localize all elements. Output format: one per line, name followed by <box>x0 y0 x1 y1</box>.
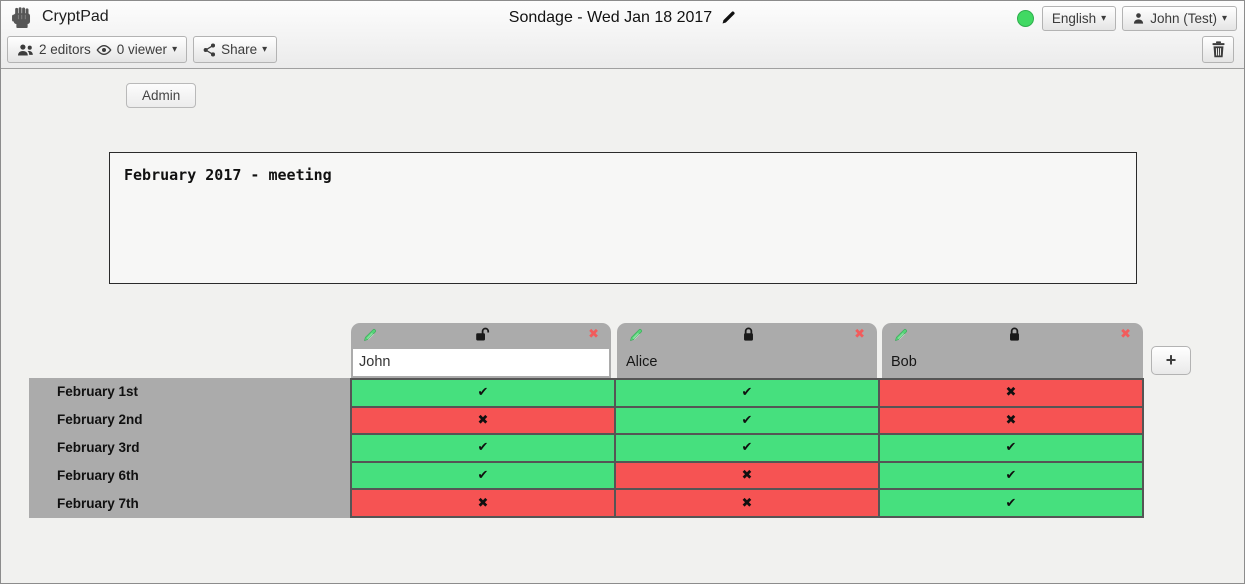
connection-status-indicator <box>1016 10 1034 27</box>
vote-cell[interactable]: ✖ <box>616 490 878 516</box>
poll-column-header-john: ✖ <box>351 323 611 378</box>
lock-icon[interactable] <box>1008 327 1021 342</box>
chevron-down-icon: ▾ <box>1221 13 1227 24</box>
delete-column-icon[interactable]: ✖ <box>854 327 865 342</box>
row-label: February 3rd <box>57 440 140 455</box>
vote-cell[interactable]: ✔ <box>880 435 1142 461</box>
vote-cell[interactable]: ✔ <box>352 462 614 489</box>
poll-description-input[interactable]: February 2017 - meeting <box>109 152 1137 284</box>
chevron-down-icon: ▾ <box>172 44 178 55</box>
vote-cell[interactable]: ✔ <box>616 435 878 461</box>
editors-viewers-dropdown[interactable]: 2 editors 0 viewer ▾ <box>7 36 188 63</box>
vote-cell[interactable]: ✖ <box>880 380 1142 406</box>
edit-column-icon[interactable] <box>629 328 643 342</box>
vote-cell[interactable]: ✖ <box>616 462 878 489</box>
share-icon <box>203 43 216 57</box>
trash-button[interactable] <box>1202 36 1234 63</box>
row-label: February 6th <box>57 468 139 483</box>
document-title-text: Sondage - Wed Jan 18 2017 <box>508 8 713 26</box>
vote-cell[interactable]: ✔ <box>880 490 1142 516</box>
admin-button[interactable]: Admin <box>126 83 197 108</box>
eye-icon <box>96 44 112 56</box>
document-title: Sondage - Wed Jan 18 2017 <box>1 1 1244 34</box>
cryptpad-brand[interactable]: CryptPad <box>9 4 109 30</box>
language-dropdown-label: English <box>1051 11 1097 26</box>
lock-icon[interactable] <box>742 327 755 342</box>
editors-count-label: 2 editors <box>39 42 91 57</box>
unlock-icon[interactable] <box>475 327 491 342</box>
column-name-label: Alice <box>626 354 658 370</box>
vote-cell[interactable]: ✔ <box>616 407 878 434</box>
user-icon <box>1132 12 1145 25</box>
viewers-count-label: 0 viewer <box>116 42 168 57</box>
share-dropdown[interactable]: Share ▾ <box>193 36 278 63</box>
poll-column-header-alice: ✖ Alice <box>617 323 877 378</box>
chevron-down-icon: ▾ <box>1101 13 1107 24</box>
edit-column-icon[interactable] <box>894 328 908 342</box>
edit-column-icon[interactable] <box>363 328 377 342</box>
delete-column-icon[interactable]: ✖ <box>1120 327 1131 342</box>
column-header-controls: ✖ <box>617 323 877 346</box>
column-name-input[interactable] <box>353 348 609 376</box>
toolbar: CryptPad Sondage - Wed Jan 18 2017 Engli… <box>1 1 1244 69</box>
poll-column-header-bob: ✖ Bob <box>882 323 1143 378</box>
row-label: February 2nd <box>57 412 143 427</box>
column-name-row: Bob <box>882 346 1143 378</box>
poll-row-labels: February 1st February 2nd February 3rd Febr… <box>29 378 350 518</box>
toolbar-user-area: English ▾ John (Test) ▾ <box>1016 6 1237 31</box>
toolbar-top-row: CryptPad Sondage - Wed Jan 18 2017 Engli… <box>1 1 1244 34</box>
cryptpad-fist-logo-icon <box>9 4 35 30</box>
vote-cell[interactable]: ✖ <box>880 407 1142 434</box>
column-header-controls: ✖ <box>351 323 611 346</box>
share-label: Share <box>221 42 258 57</box>
user-menu-dropdown[interactable]: John (Test) ▾ <box>1122 6 1237 31</box>
language-dropdown[interactable]: English ▾ <box>1041 6 1117 31</box>
vote-cell[interactable]: ✖ <box>352 407 614 434</box>
row-label: February 7th <box>57 496 139 511</box>
row-label: February 1st <box>57 384 139 399</box>
toolbar-bottom-row: 2 editors 0 viewer ▾ <box>1 34 1244 68</box>
vote-cell[interactable]: ✔ <box>352 380 614 406</box>
vote-cell[interactable]: ✖ <box>352 490 614 516</box>
users-icon <box>17 43 34 57</box>
vote-cell[interactable]: ✔ <box>352 435 614 461</box>
trash-icon <box>1211 41 1226 58</box>
column-name-label: Bob <box>891 354 917 370</box>
chevron-down-icon: ▾ <box>262 44 268 55</box>
poll-vote-grid: ✔ ✔ ✖ ✖ ✔ ✖ ✔ ✔ ✔ ✔ ✖ ✔ ✖ ✖ ✔ <box>350 378 1144 518</box>
vote-cell[interactable]: ✔ <box>880 462 1142 489</box>
add-column-button[interactable]: + <box>1151 346 1191 375</box>
delete-column-icon[interactable]: ✖ <box>588 327 599 342</box>
vote-cell[interactable]: ✔ <box>616 380 878 406</box>
user-menu-label: John (Test) <box>1150 11 1217 26</box>
column-name-row: Alice <box>617 346 877 378</box>
rename-document-pencil-icon[interactable] <box>721 10 736 25</box>
app-name: CryptPad <box>42 8 109 25</box>
column-name-row <box>351 346 611 378</box>
column-header-controls: ✖ <box>882 323 1143 346</box>
